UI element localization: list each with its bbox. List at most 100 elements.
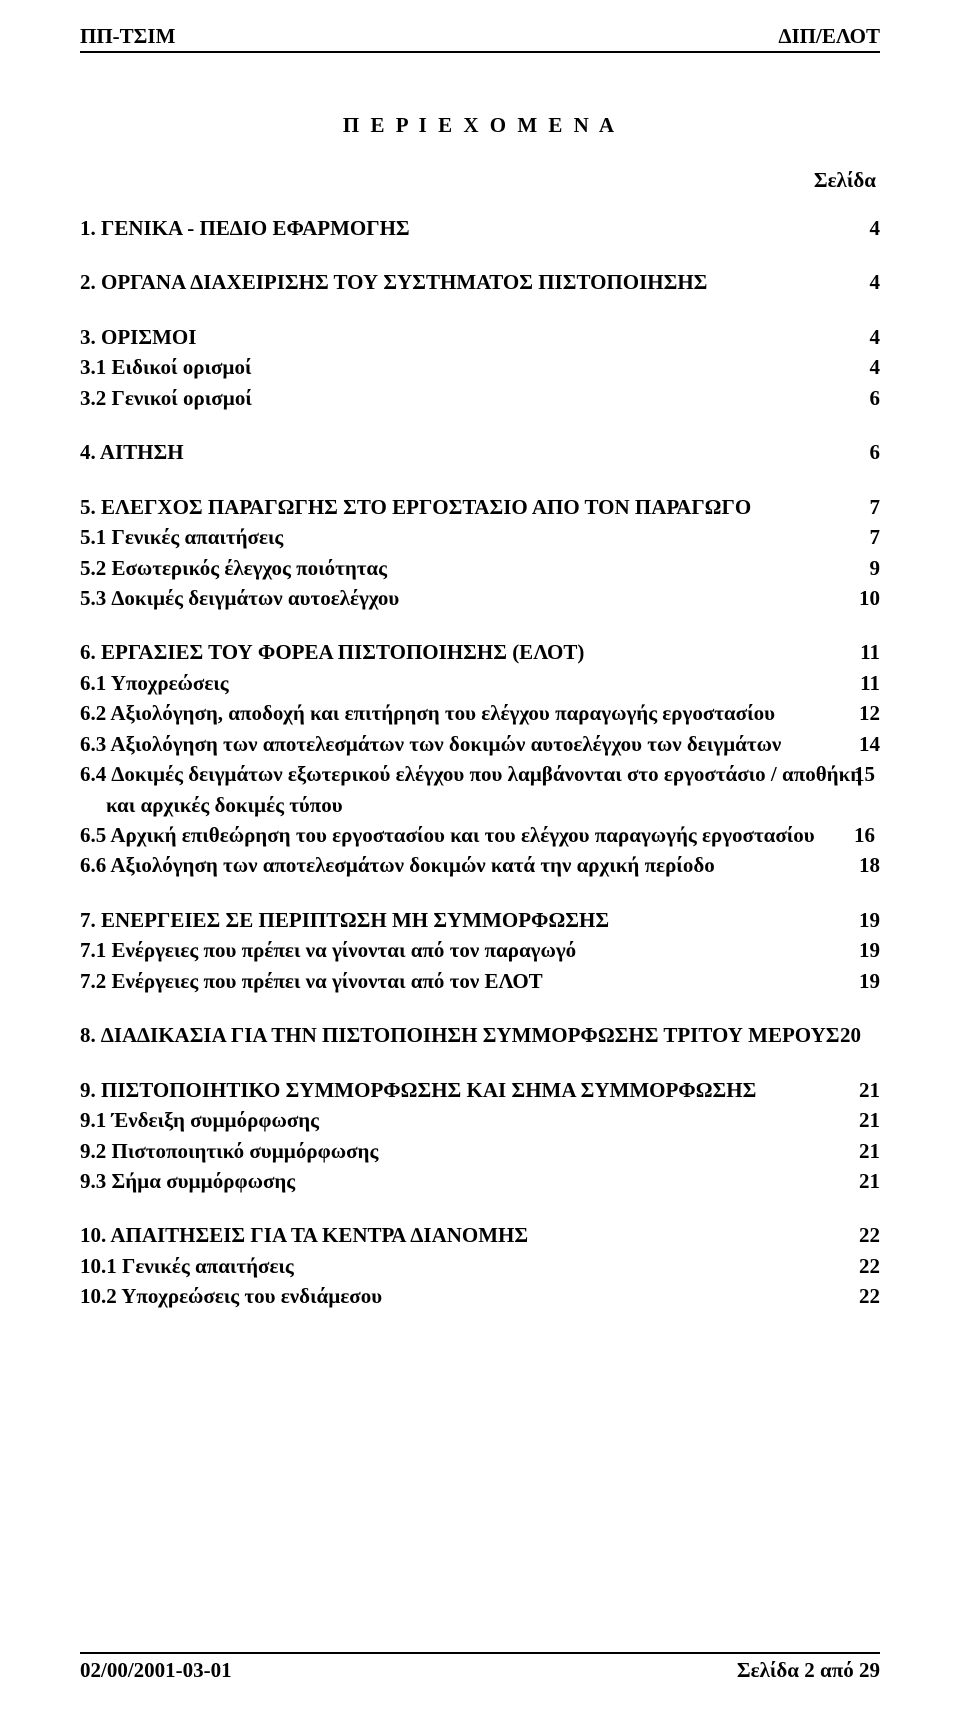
page-header: ΠΠ-ΤΣΙΜ ∆ΙΠ/ΕΛΟΤ <box>80 24 880 51</box>
toc-line-page: 22 <box>859 1281 880 1311</box>
toc-line-text: 9.2 Πιστοποιητικό συµµόρφωσης <box>80 1136 394 1166</box>
toc-line-text: 4. ΑΙΤΗΣΗ <box>80 437 200 467</box>
toc-line-page: 4 <box>870 267 881 297</box>
toc-gap <box>80 996 880 1020</box>
toc-gap <box>80 1196 880 1220</box>
toc-gap <box>80 243 880 267</box>
toc-line-text: 7.2 Ενέργειες που πρέπει να γίνονται από… <box>80 966 559 996</box>
toc-line-text: 2. ΟΡΓΑΝΑ ∆ΙΑΧΕΙΡΙΣΗΣ ΤΟΥ ΣΥΣΤΗΜΑΤΟΣ ΠΙΣ… <box>80 267 723 297</box>
toc-line-page: 18 <box>859 850 880 880</box>
toc-line: 5.1 Γενικές απαιτήσεις 7 <box>80 522 880 552</box>
toc-line-text: 5. ΕΛΕΓΧΟΣ ΠΑΡΑΓΩΓΗΣ ΣΤΟ ΕΡΓΟΣΤΑΣΙΟ ΑΠΟ … <box>80 492 767 522</box>
table-of-contents: 1. ΓΕΝΙΚΑ - ΠΕ∆ΙΟ ΕΦΑΡΜΟΓΗΣ 4 2. ΟΡΓΑΝΑ ∆Ι… <box>80 213 880 1312</box>
toc-line-text: 10.1 Γενικές απαιτήσεις <box>80 1251 310 1281</box>
toc-line: 9.1 Ένδειξη συµµόρφωσης21 <box>80 1105 880 1135</box>
toc-line: 1. ΓΕΝΙΚΑ - ΠΕ∆ΙΟ ΕΦΑΡΜΟΓΗΣ 4 <box>80 213 880 243</box>
page-label-row: Σελίδα <box>80 168 880 193</box>
toc-line: 3. ΟΡΙΣΜΟΙ 4 <box>80 322 880 352</box>
toc-line-text: 5.1 Γενικές απαιτήσεις <box>80 522 299 552</box>
toc-line-page: 22 <box>859 1220 880 1250</box>
toc-line-text: 10. ΑΠΑΙΤΗΣΕΙΣ ΓΙΑ ΤΑ ΚΕΝΤΡΑ ∆ΙΑΝΟΜΗΣ <box>80 1220 544 1250</box>
toc-line-page: 4 <box>870 213 881 243</box>
toc-line: 6.1 Υποχρεώσεις 11 <box>80 668 880 698</box>
toc-line: 8. ∆ΙΑ∆ΙΚΑΣΙΑ ΓΙΑ ΤΗΝ ΠΙΣΤΟΠΟΙΗΣΗ ΣΥΜΜΟΡ… <box>80 1020 880 1050</box>
toc-line-text: 9.1 Ένδειξη συµµόρφωσης <box>80 1105 335 1135</box>
toc-line: 5.2 Εσωτερικός έλεγχος ποιότητας 9 <box>80 553 880 583</box>
toc-line: 6.3 Αξιολόγηση των αποτελεσµάτων των δοκ… <box>80 729 880 759</box>
toc-line-text: 6. ΕΡΓΑΣΙΕΣ ΤΟΥ ΦΟΡΕΑ ΠΙΣΤΟΠΟΙΗΣΗΣ (ΕΛΟΤ… <box>80 637 600 667</box>
footer-row: 02/00/2001-03-01 Σελίδα 2 από 29 <box>80 1658 880 1683</box>
toc-line: 9. ΠΙΣΤΟΠΟΙΗΤΙΚΟ ΣΥΜΜΟΡΦΩΣΗΣ ΚΑΙ ΣΗΜΑ ΣΥ… <box>80 1075 880 1105</box>
toc-gap <box>80 468 880 492</box>
header-right: ∆ΙΠ/ΕΛΟΤ <box>779 24 880 49</box>
toc-line: 7. ΕΝΕΡΓΕΙΕΣ ΣΕ ΠΕΡΙΠΤΩΣΗ ΜΗ ΣΥΜΜΟΡΦΩΣΗΣ… <box>80 905 880 935</box>
footer-right: Σελίδα 2 από 29 <box>737 1658 880 1683</box>
toc-line: 7.2 Ενέργειες που πρέπει να γίνονται από… <box>80 966 880 996</box>
toc-line: 6. ΕΡΓΑΣΙΕΣ ΤΟΥ ΦΟΡΕΑ ΠΙΣΤΟΠΟΙΗΣΗΣ (ΕΛΟΤ… <box>80 637 880 667</box>
toc-line: 7.1 Ενέργειες που πρέπει να γίνονται από… <box>80 935 880 965</box>
toc-line-page: 7 <box>870 522 881 552</box>
toc-line: 3.2 Γενικοί ορισµοί 6 <box>80 383 880 413</box>
toc-line: 6.2 Αξιολόγηση, αποδοχή και επιτήρηση το… <box>80 698 880 728</box>
toc-line-text: 9. ΠΙΣΤΟΠΟΙΗΤΙΚΟ ΣΥΜΜΟΡΦΩΣΗΣ ΚΑΙ ΣΗΜΑ ΣΥ… <box>80 1075 772 1105</box>
main-title: Π Ε Ρ Ι Ε Χ Ο Μ Ε Ν Α <box>80 113 880 138</box>
toc-line-page: 6 <box>870 383 881 413</box>
toc-line: 6.5 Αρχική επιθεώρηση του εργοστασίου κα… <box>80 820 880 850</box>
toc-gap <box>80 881 880 905</box>
toc-line: 5. ΕΛΕΓΧΟΣ ΠΑΡΑΓΩΓΗΣ ΣΤΟ ΕΡΓΟΣΤΑΣΙΟ ΑΠΟ … <box>80 492 880 522</box>
toc-line: 3.1 Ειδικοί ορισµοί 4 <box>80 352 880 382</box>
toc-line: 10.1 Γενικές απαιτήσεις 22 <box>80 1251 880 1281</box>
toc-line-page: 21 <box>859 1136 880 1166</box>
toc-line-text: 3.1 Ειδικοί ορισµοί <box>80 352 268 382</box>
toc-gap <box>80 298 880 322</box>
toc-line: 6.6 Αξιολόγηση των αποτελεσµάτων δοκιµών… <box>80 850 880 880</box>
toc-line-text: 7.1 Ενέργειες που πρέπει να γίνονται από… <box>80 935 592 965</box>
toc-line-text: 6.6 Αξιολόγηση των αποτελεσµάτων δοκιµών… <box>80 850 731 880</box>
toc-line-page: 4 <box>870 352 881 382</box>
toc-line-page: 22 <box>859 1251 880 1281</box>
toc-line-text: 5.2 Εσωτερικός έλεγχος ποιότητας <box>80 553 403 583</box>
toc-line-page: 19 <box>859 935 880 965</box>
toc-line-page: 14 <box>859 729 880 759</box>
toc-line-page: 11 <box>860 637 880 667</box>
toc-line-page: 4 <box>870 322 881 352</box>
footer-left: 02/00/2001-03-01 <box>80 1658 232 1683</box>
header-rule <box>80 51 880 53</box>
toc-line: 5.3 ∆οκιµές δειγµάτων αυτοελέγχου 10 <box>80 583 880 613</box>
toc-line-page: 19 <box>859 905 880 935</box>
toc-line-text: 6.4 ∆οκιµές δειγµάτων εξωτερικού ελέγχου… <box>106 759 880 820</box>
toc-gap <box>80 613 880 637</box>
toc-line-text: 6.2 Αξιολόγηση, αποδοχή και επιτήρηση το… <box>80 698 791 728</box>
toc-line-text: 7. ΕΝΕΡΓΕΙΕΣ ΣΕ ΠΕΡΙΠΤΩΣΗ ΜΗ ΣΥΜΜΟΡΦΩΣΗΣ <box>80 905 625 935</box>
footer-rule <box>80 1652 880 1654</box>
toc-line-text: 10.2 Υποχρεώσεις του ενδιάµεσου <box>80 1281 398 1311</box>
toc-line-text: 8. ∆ΙΑ∆ΙΚΑΣΙΑ ΓΙΑ ΤΗΝ ΠΙΣΤΟΠΟΙΗΣΗ ΣΥΜΜΟΡ… <box>120 1020 856 1050</box>
toc-line: 9.3 Σήµα συµµόρφωσης 21 <box>80 1166 880 1196</box>
toc-line-page: 7 <box>870 492 881 522</box>
toc-line: 9.2 Πιστοποιητικό συµµόρφωσης 21 <box>80 1136 880 1166</box>
toc-line: 6.4 ∆οκιµές δειγµάτων εξωτερικού ελέγχου… <box>80 759 880 820</box>
toc-line-page: 21 <box>859 1075 880 1105</box>
toc-line-text: 6.3 Αξιολόγηση των αποτελεσµάτων των δοκ… <box>80 729 797 759</box>
toc-line-text: 6.5 Αρχική επιθεώρηση του εργοστασίου κα… <box>106 820 831 850</box>
toc-line-text: 3. ΟΡΙΣΜΟΙ <box>80 322 212 352</box>
toc-line-text: 3.2 Γενικοί ορισµοί <box>80 383 268 413</box>
toc-line-page: 12 <box>859 698 880 728</box>
toc-line-page: 21 <box>859 1166 880 1196</box>
toc-line: 4. ΑΙΤΗΣΗ6 <box>80 437 880 467</box>
toc-line-text: 9.3 Σήµα συµµόρφωσης <box>80 1166 311 1196</box>
toc-line-page: 19 <box>859 966 880 996</box>
header-left: ΠΠ-ΤΣΙΜ <box>80 24 175 49</box>
toc-line-text: 1. ΓΕΝΙΚΑ - ΠΕ∆ΙΟ ΕΦΑΡΜΟΓΗΣ <box>80 213 426 243</box>
page-footer: 02/00/2001-03-01 Σελίδα 2 από 29 <box>80 1652 880 1683</box>
toc-gap <box>80 413 880 437</box>
toc-line-text: 5.3 ∆οκιµές δειγµάτων αυτοελέγχου <box>80 583 415 613</box>
toc-line: 10.2 Υποχρεώσεις του ενδιάµεσου 22 <box>80 1281 880 1311</box>
toc-line-page: 11 <box>860 668 880 698</box>
toc-line-page: 9 <box>870 553 881 583</box>
document-page: ΠΠ-ΤΣΙΜ ∆ΙΠ/ΕΛΟΤ Π Ε Ρ Ι Ε Χ Ο Μ Ε Ν Α Σ… <box>0 0 960 1723</box>
toc-gap <box>80 1051 880 1075</box>
toc-line: 2. ΟΡΓΑΝΑ ∆ΙΑΧΕΙΡΙΣΗΣ ΤΟΥ ΣΥΣΤΗΜΑΤΟΣ ΠΙΣ… <box>80 267 880 297</box>
toc-line-page: 10 <box>859 583 880 613</box>
toc-line-text: 6.1 Υποχρεώσεις <box>80 668 245 698</box>
